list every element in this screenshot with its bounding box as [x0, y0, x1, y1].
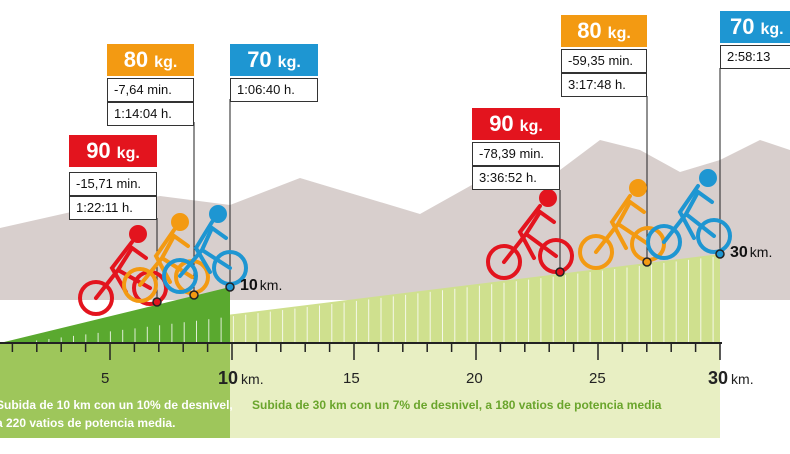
slope-stripes	[11, 256, 714, 344]
time-cell-80-10km: 1:14:04 h.	[107, 102, 194, 126]
distance-label-30km: 30 km.	[730, 244, 773, 261]
diff-cell-80-10km: -7,64 min.	[107, 78, 194, 102]
weight-badge-90-10km: 90 kg.	[69, 135, 157, 167]
diff-cell-90-10km: -15,71 min.	[69, 172, 157, 196]
cyclist-icon	[486, 189, 574, 280]
band-30km	[230, 343, 720, 438]
caption-30km: Subida de 30 km con un 7% de desnivel, a…	[252, 398, 662, 412]
diff-cell-90-30km: -78,39 min.	[472, 142, 560, 166]
dot-marker-icon	[152, 249, 725, 307]
weight-badge-90-30km: 90 kg.	[472, 108, 560, 140]
axis-tick-label: 20	[466, 370, 483, 387]
weight-badge-80-30km: 80 kg.	[561, 15, 647, 47]
time-cell-70-30km: 2:58:13	[720, 45, 790, 69]
axis-ticks	[11, 343, 721, 360]
time-cell-90-10km: 1:22:11 h.	[69, 196, 157, 220]
axis-tick-label: 5	[101, 370, 110, 387]
time-cell-70-10km: 1:06:40 h.	[230, 78, 318, 102]
axis-tick-label: 25	[589, 370, 606, 387]
slope-10km	[0, 287, 230, 343]
cyclist-icon	[78, 225, 168, 316]
connector-lines	[156, 68, 721, 302]
band-10km	[0, 343, 230, 438]
weight-badge-70-10km: 70 kg.	[230, 44, 318, 76]
weight-badge-70-30km: 70 kg.	[720, 11, 790, 43]
cyclist-icon	[162, 205, 248, 294]
time-cell-90-30km: 3:36:52 h.	[472, 166, 560, 190]
cyclist-icon	[646, 169, 732, 260]
weight-badge-80-10km: 80 kg.	[107, 44, 194, 76]
axis-tick-label: 15	[343, 370, 360, 387]
caption-10km: Subida de 10 km con un 10% de desnivel, …	[0, 398, 233, 430]
distance-label-10km: 10 km.	[240, 277, 283, 294]
time-cell-80-30km: 3:17:48 h.	[561, 73, 647, 97]
axis-tick-label: 10 km.	[218, 368, 264, 388]
axis-tick-label: 30 km.	[708, 368, 754, 388]
diff-cell-80-30km: -59,35 min.	[561, 49, 647, 73]
